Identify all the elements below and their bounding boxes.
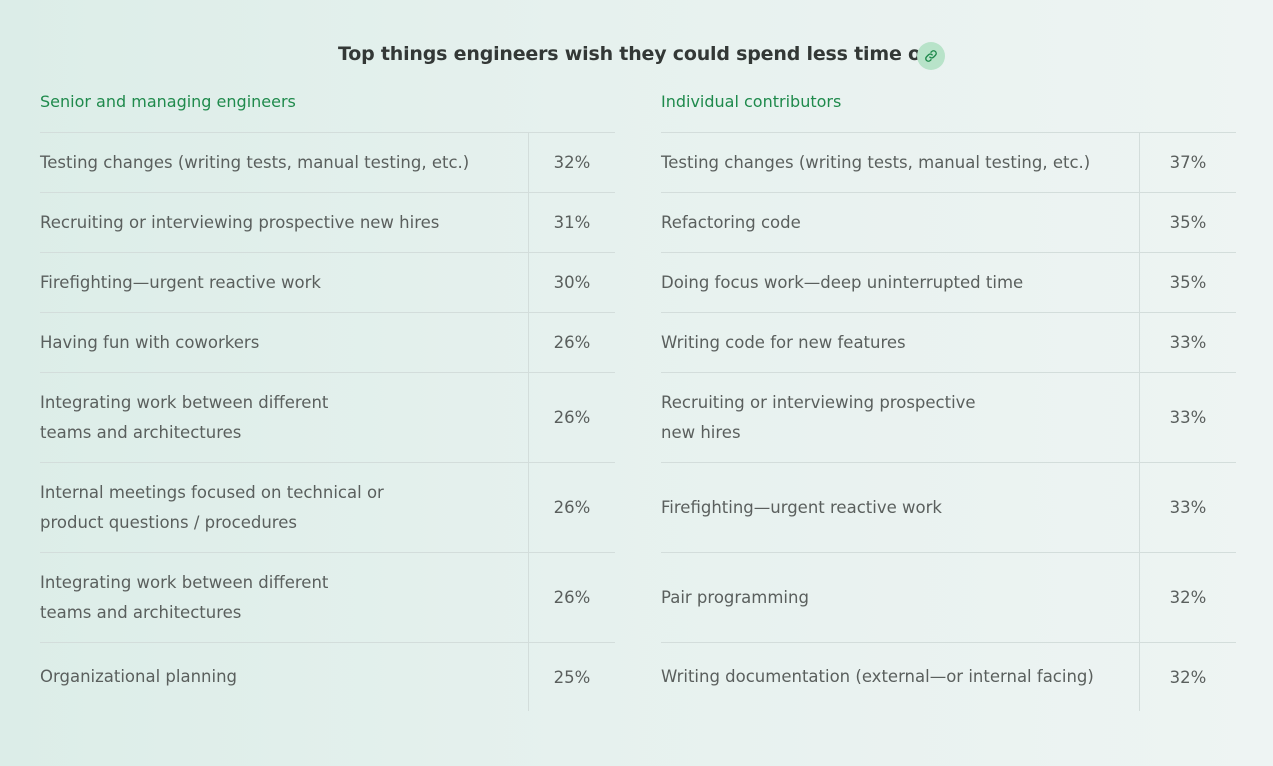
row-label: Testing changes (writing tests, manual t… [661, 133, 1140, 192]
individual-contributors-table: Testing changes (writing tests, manual t… [661, 132, 1236, 711]
row-label-line: Refactoring code [661, 212, 801, 232]
table-row: Firefighting—urgent reactive work 30% [40, 253, 615, 313]
row-label: Recruiting or interviewing prospective n… [40, 193, 529, 252]
row-label: Integrating work between different teams… [40, 553, 529, 642]
copy-link-button[interactable] [917, 42, 945, 70]
row-label-line: Having fun with coworkers [40, 332, 260, 352]
table-row: Testing changes (writing tests, manual t… [661, 133, 1236, 193]
row-label: Having fun with coworkers [40, 313, 529, 372]
link-icon [925, 50, 937, 62]
row-value: 33% [1169, 498, 1207, 517]
row-label-line: Pair programming [661, 587, 809, 607]
table-row: Pair programming 32% [661, 553, 1236, 643]
table-row: Recruiting or interviewing prospective n… [661, 373, 1236, 463]
row-value: 32% [553, 153, 591, 172]
row-label-line: Firefighting—urgent reactive work [40, 272, 321, 292]
table-row: Writing documentation (external—or inter… [661, 643, 1236, 711]
row-value: 35% [1169, 273, 1207, 292]
row-label-line: Testing changes (writing tests, manual t… [40, 152, 470, 172]
row-label: Doing focus work—deep uninterrupted time [661, 253, 1140, 312]
senior-engineers-heading: Senior and managing engineers [40, 92, 296, 111]
table-row: Testing changes (writing tests, manual t… [40, 133, 615, 193]
row-value: 37% [1169, 153, 1207, 172]
row-label-line: Integrating work between different [40, 572, 329, 592]
row-value: 30% [553, 273, 591, 292]
row-label: Firefighting—urgent reactive work [40, 253, 529, 312]
row-label-line: Organizational planning [40, 667, 238, 686]
row-label: Writing documentation (external—or inter… [661, 643, 1140, 711]
row-label-line: Recruiting or interviewing prospective [661, 392, 976, 412]
row-value: 33% [1169, 408, 1207, 427]
title-row: Top things engineers wish they could spe… [0, 36, 1273, 76]
row-label: Integrating work between different teams… [40, 373, 529, 462]
senior-engineers-table: Testing changes (writing tests, manual t… [40, 132, 615, 711]
row-label-line: teams and architectures [40, 422, 242, 442]
row-label: Firefighting—urgent reactive work [661, 463, 1140, 552]
table-row: Integrating work between different teams… [40, 373, 615, 463]
row-label: Pair programming [661, 553, 1140, 642]
table-row: Organizational planning 25% [40, 643, 615, 711]
table-row: Internal meetings focused on technical o… [40, 463, 615, 553]
row-label-line: product questions / procedures [40, 512, 297, 532]
row-label-line: Integrating work between different [40, 392, 329, 412]
individual-contributors-heading: Individual contributors [661, 92, 842, 111]
row-label: Organizational planning [40, 643, 529, 711]
row-label: Recruiting or interviewing prospective n… [661, 373, 1140, 462]
table-row: Refactoring code 35% [661, 193, 1236, 253]
row-label-line: Internal meetings focused on technical o… [40, 482, 384, 502]
row-value: 31% [553, 213, 591, 232]
row-label-line: Recruiting or interviewing prospective n… [40, 212, 440, 232]
row-value: 33% [1169, 333, 1207, 352]
table-row: Integrating work between different teams… [40, 553, 615, 643]
row-label: Refactoring code [661, 193, 1140, 252]
row-value: 32% [1169, 667, 1207, 687]
row-label: Internal meetings focused on technical o… [40, 463, 529, 552]
row-label-line: Testing changes (writing tests, manual t… [661, 152, 1091, 172]
row-label-line: new hires [661, 422, 741, 442]
page-title: Top things engineers wish they could spe… [338, 43, 935, 65]
row-label-line: Doing focus work—deep uninterrupted time [661, 272, 1024, 292]
row-value: 35% [1169, 213, 1207, 232]
row-label-line: teams and architectures [40, 602, 242, 622]
row-value: 26% [553, 333, 591, 352]
table-row: Recruiting or interviewing prospective n… [40, 193, 615, 253]
row-value: 26% [553, 588, 591, 607]
row-label: Testing changes (writing tests, manual t… [40, 133, 529, 192]
table-row: Writing code for new features 33% [661, 313, 1236, 373]
table-row: Firefighting—urgent reactive work 33% [661, 463, 1236, 553]
row-label-line: Firefighting—urgent reactive work [661, 497, 942, 517]
senior-engineers-panel: Senior and managing engineers Testing ch… [40, 88, 615, 711]
row-value: 25% [553, 667, 591, 687]
individual-contributors-panel: Individual contributors Testing changes … [661, 88, 1236, 711]
row-value: 32% [1169, 588, 1207, 607]
row-value: 26% [553, 408, 591, 427]
table-row: Having fun with coworkers 26% [40, 313, 615, 373]
row-label-line: Writing code for new features [661, 332, 906, 352]
row-value: 26% [553, 498, 591, 517]
table-row: Doing focus work—deep uninterrupted time… [661, 253, 1236, 313]
row-label-line: Writing documentation (external—or inter… [661, 667, 1094, 686]
row-label: Writing code for new features [661, 313, 1140, 372]
